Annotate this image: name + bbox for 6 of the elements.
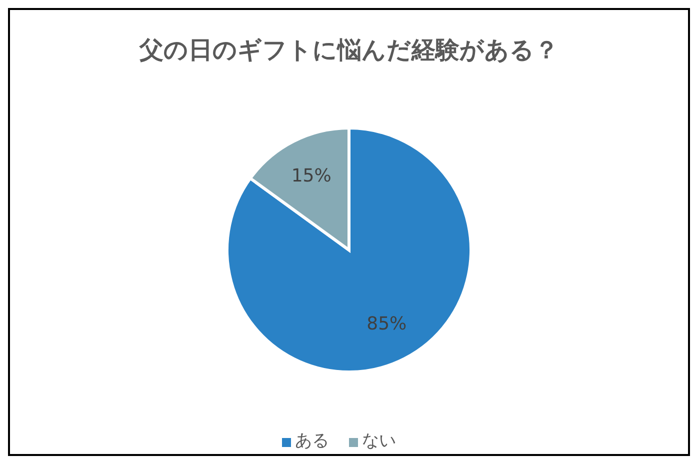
data-label: 85% (366, 313, 407, 334)
data-label: 15% (291, 166, 332, 187)
pie-slice (226, 126, 472, 374)
legend-label: ある (295, 431, 329, 451)
chart-title: 父の日のギフトに悩んだ経験がある？ (138, 35, 560, 66)
legend-label: ない (362, 431, 396, 451)
